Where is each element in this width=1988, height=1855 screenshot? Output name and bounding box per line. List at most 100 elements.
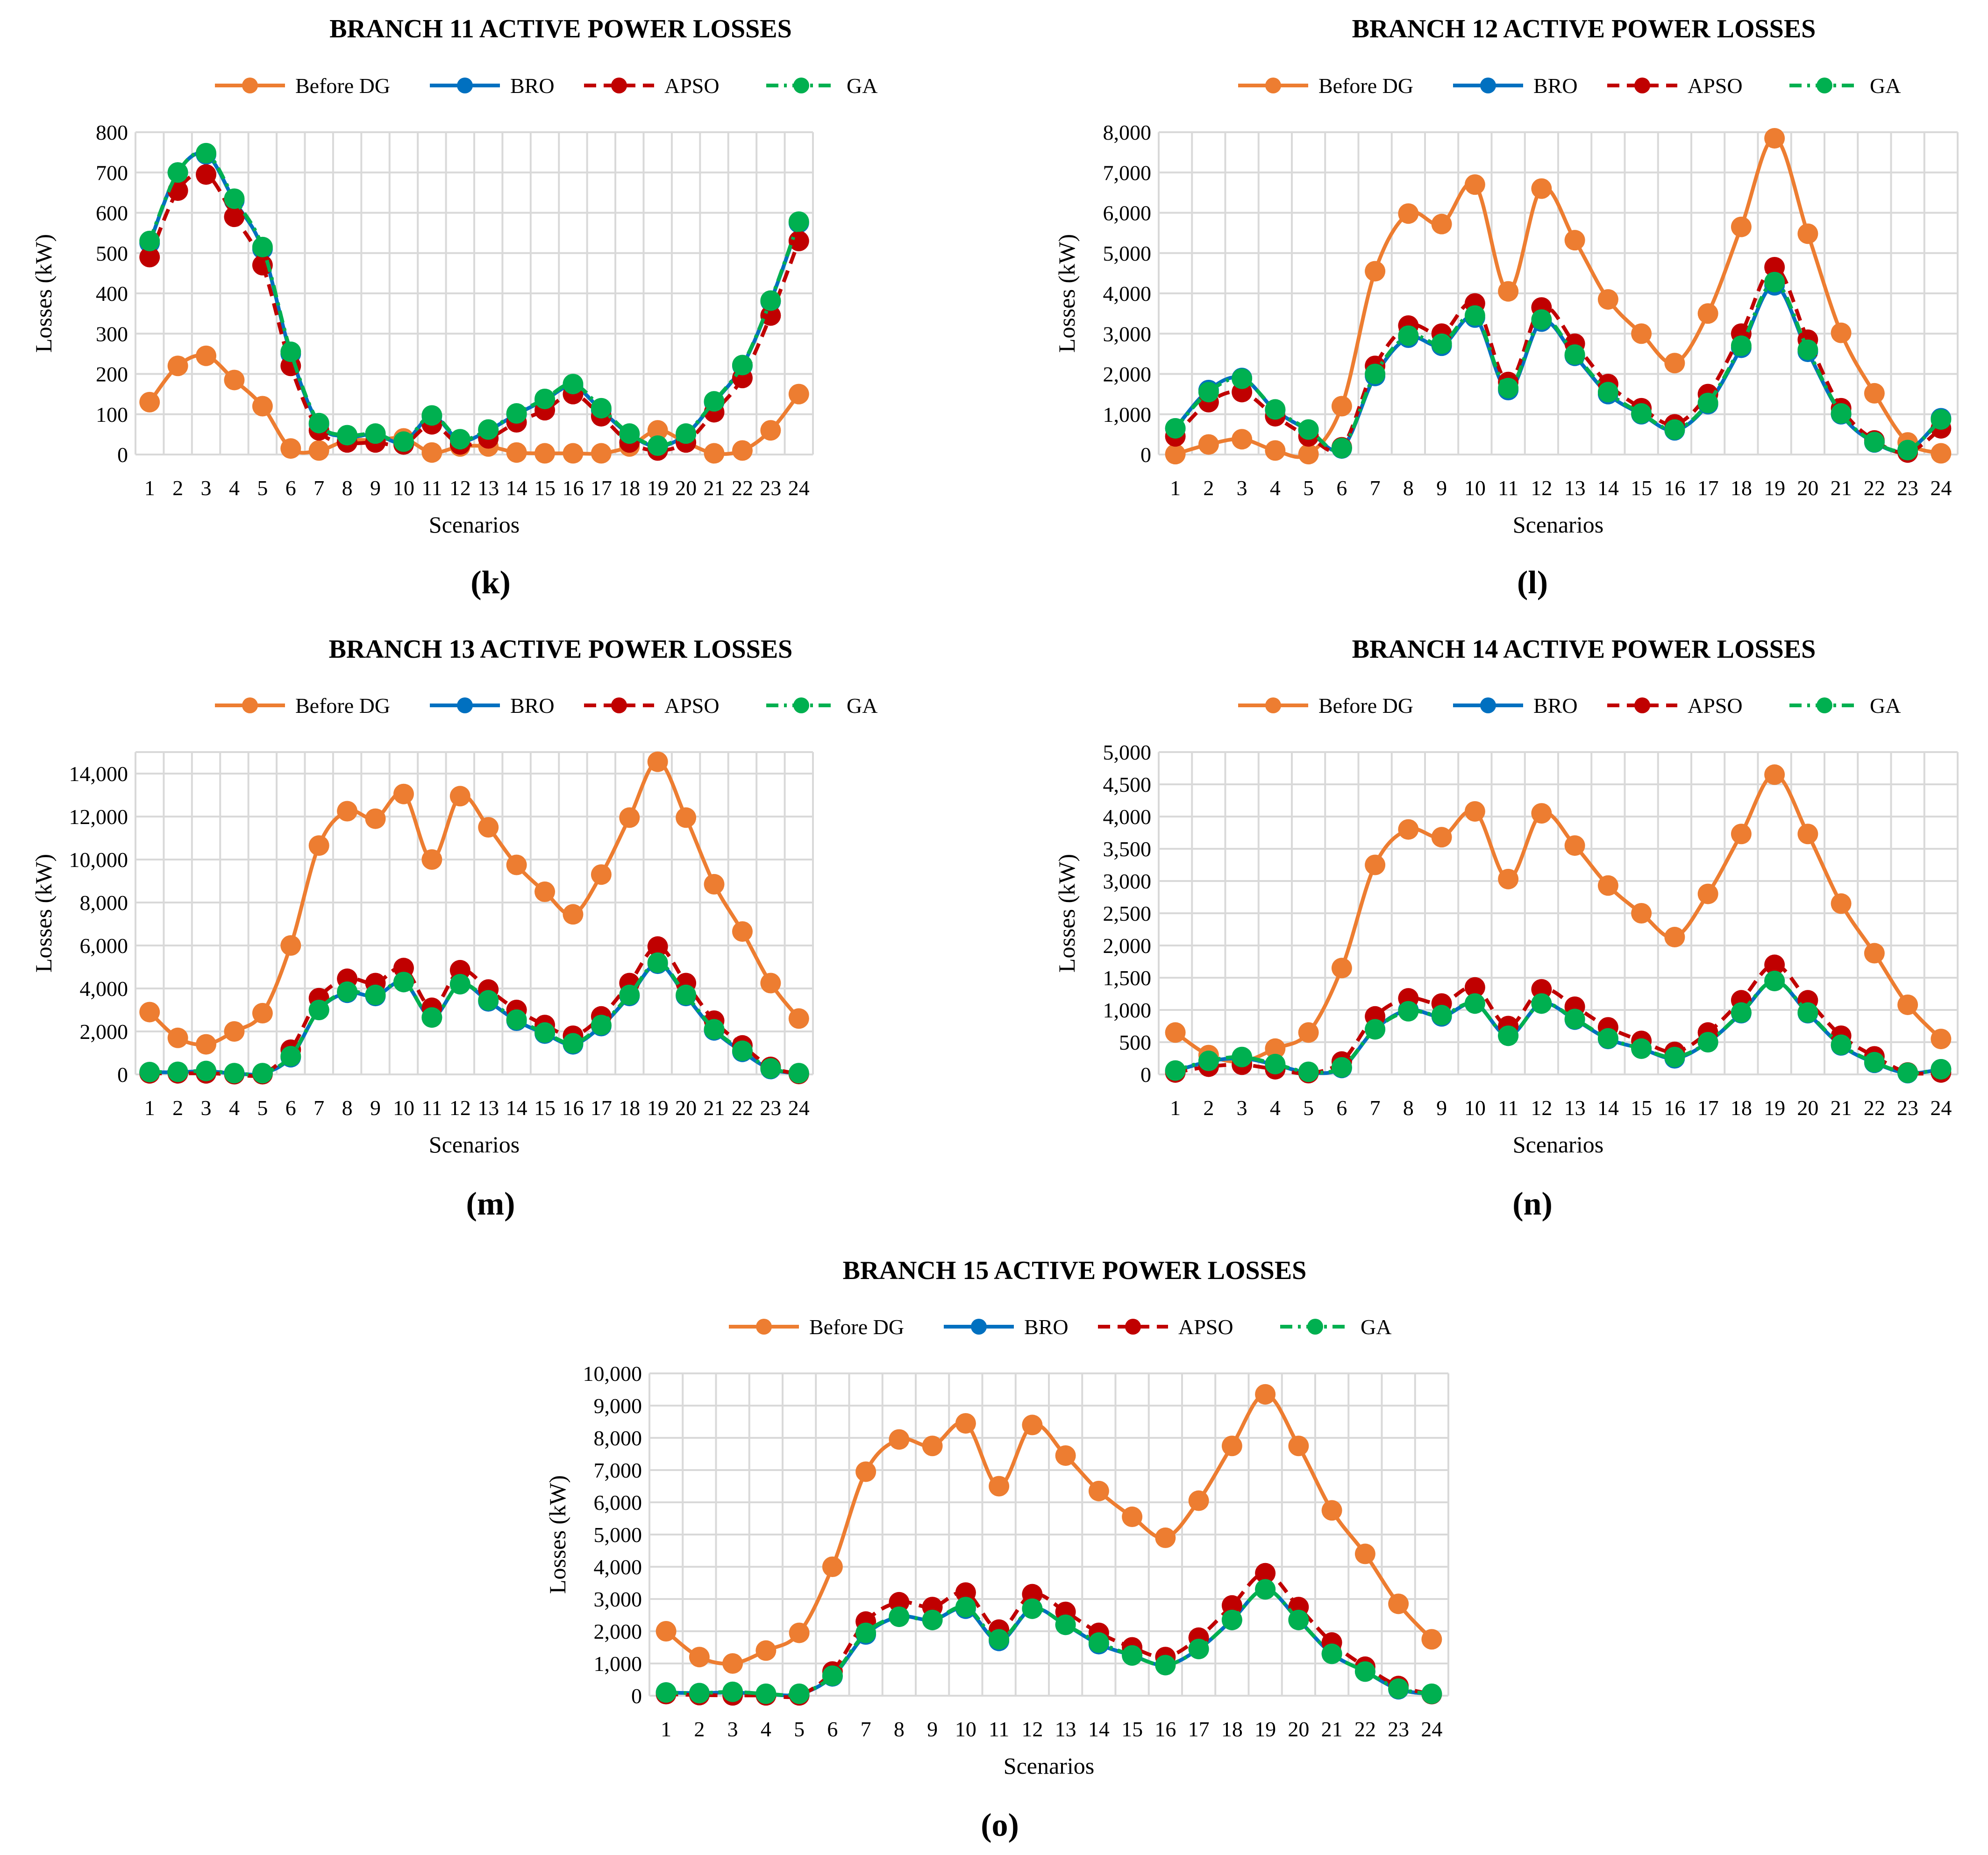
data-point-before-dg	[1864, 943, 1885, 964]
data-point-before-dg	[1664, 927, 1685, 948]
y-tick-label: 700	[96, 161, 128, 185]
x-tick-label: 21	[1831, 1096, 1852, 1120]
data-point-before-dg	[1221, 1436, 1242, 1457]
data-point-apso	[224, 206, 245, 227]
data-point-before-dg	[591, 864, 612, 885]
data-point-before-dg	[1431, 213, 1452, 235]
data-point-ga	[308, 1000, 329, 1020]
data-point-ga	[922, 1609, 943, 1630]
x-tick-label: 17	[1697, 1096, 1719, 1120]
x-tick-label: 6	[285, 476, 296, 500]
gridlines	[135, 131, 814, 455]
y-tick-label: 4,000	[1103, 805, 1152, 829]
x-tick-label: 9	[370, 476, 381, 500]
data-point-ga	[1331, 438, 1352, 459]
x-tick-label: 24	[788, 1096, 810, 1120]
x-tick-label: 23	[760, 1096, 781, 1120]
x-tick-label: 23	[1897, 1096, 1918, 1120]
data-point-before-dg	[1731, 824, 1752, 845]
data-point-ga	[224, 1063, 245, 1084]
data-point-ga	[656, 1682, 677, 1703]
data-point-ga	[1664, 1046, 1685, 1067]
data-point-ga	[1265, 399, 1286, 420]
data-point-before-dg	[1831, 322, 1852, 343]
y-tick-label: 1,000	[1103, 403, 1152, 426]
x-tick-label: 9	[927, 1717, 938, 1741]
data-point-ga	[478, 419, 499, 440]
data-point-ga	[534, 388, 556, 409]
legend-label: BRO	[510, 74, 555, 98]
y-tick-label: 1,500	[1103, 966, 1152, 990]
y-tick-label: 10,000	[69, 848, 128, 872]
x-tick-label: 5	[1303, 1096, 1314, 1120]
data-point-ga	[989, 1629, 1010, 1650]
x-tick-label: 11	[1498, 476, 1518, 500]
legend-label: GA	[847, 694, 877, 718]
x-tick-label: 18	[619, 1096, 640, 1120]
data-point-ga	[1597, 1028, 1618, 1049]
data-point-before-dg	[478, 817, 499, 838]
data-point-before-dg	[1088, 1480, 1109, 1501]
x-tick-label: 15	[1121, 1717, 1143, 1741]
legend: Before DG BRO APSO GA	[1238, 694, 1901, 718]
data-point-ga	[732, 1040, 753, 1061]
data-point-before-dg	[1564, 230, 1585, 251]
data-point-ga	[1864, 432, 1885, 453]
y-axis-title: Losses (kW)	[1054, 854, 1080, 973]
y-axis: 0 100 200 300 400 500 600 700 800 Losses (kW)	[30, 121, 128, 467]
legend-marker	[1817, 697, 1832, 713]
x-axis-title: Scenarios	[1513, 1131, 1603, 1158]
x-tick-label: 11	[421, 1096, 442, 1120]
x-tick-label: 19	[1764, 476, 1785, 500]
data-point-ga	[167, 1061, 188, 1082]
legend-entry-ga: GA	[1280, 1315, 1391, 1339]
panel-label: (k)	[470, 565, 511, 601]
series-before-dg	[139, 751, 809, 1055]
legend-label: Before DG	[295, 694, 390, 718]
data-point-ga	[252, 236, 273, 257]
data-point-ga	[1398, 325, 1419, 346]
data-point-before-dg	[704, 443, 725, 464]
data-point-before-dg	[1022, 1414, 1043, 1436]
legend-marker	[793, 78, 809, 93]
legend-marker	[611, 78, 627, 93]
x-tick-label: 22	[1354, 1717, 1376, 1741]
data-point-ga	[1365, 1019, 1386, 1040]
data-point-before-dg	[308, 440, 329, 461]
data-point-before-dg	[619, 807, 640, 828]
data-point-before-dg	[252, 396, 273, 417]
legend-label: Before DG	[1318, 694, 1413, 718]
data-point-before-dg	[822, 1556, 843, 1577]
x-tick-label: 12	[449, 476, 471, 500]
data-point-before-dg	[563, 443, 584, 464]
data-point-before-dg	[506, 854, 527, 875]
data-point-before-dg	[656, 1621, 677, 1642]
data-point-ga	[337, 425, 358, 446]
data-point-before-dg	[1288, 1436, 1309, 1457]
x-tick-label: 6	[285, 1096, 296, 1120]
y-tick-label: 7,000	[594, 1458, 642, 1482]
x-tick-label: 3	[201, 476, 212, 500]
data-point-before-dg	[1597, 289, 1618, 310]
x-tick-label: 18	[1221, 1717, 1243, 1741]
data-point-ga	[1022, 1598, 1043, 1619]
series-before-dg	[1165, 764, 1952, 1072]
data-point-ga	[1165, 1060, 1186, 1081]
y-tick-label: 2,000	[594, 1620, 642, 1643]
y-axis-title: Losses (kW)	[1054, 234, 1080, 353]
data-point-ga	[676, 984, 697, 1005]
legend-entry-ga: GA	[766, 74, 877, 98]
x-tick-label: 8	[1403, 1096, 1414, 1120]
data-point-ga	[647, 435, 668, 456]
data-point-ga	[760, 1058, 781, 1079]
data-point-before-dg	[1321, 1500, 1342, 1521]
x-axis: 1 2 3 4 5 6 7 8 9 10 11 12 13 14 15 16 17 18 19 20 21 22 23 24S…	[144, 1096, 810, 1158]
y-tick-label: 6,000	[594, 1491, 642, 1514]
legend-entry-ga: GA	[766, 694, 877, 718]
data-point-ga	[1431, 1005, 1452, 1026]
x-tick-label: 7	[314, 476, 324, 500]
y-axis: 0 1,000 2,000 3,000 4,000 5,000 6,000 7,000 8,00…	[1054, 121, 1151, 467]
y-tick-label: 5,000	[594, 1523, 642, 1547]
data-point-before-dg	[647, 751, 668, 772]
x-tick-label: 2	[1203, 1096, 1214, 1120]
